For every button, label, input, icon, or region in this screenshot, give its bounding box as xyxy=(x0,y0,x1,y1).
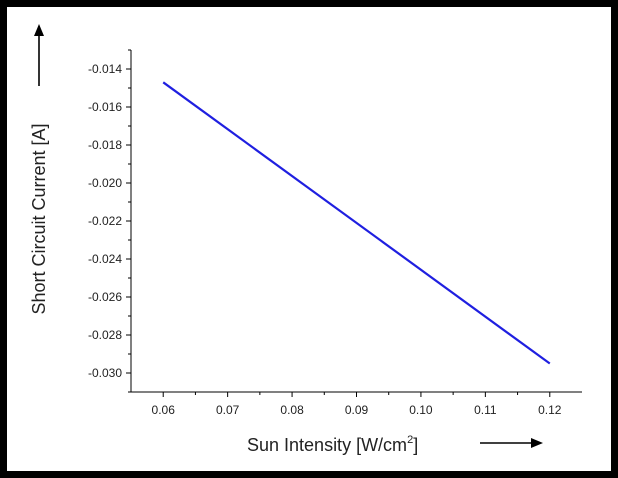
x-tick-label: 0.11 xyxy=(474,403,497,417)
x-tick-label: 0.07 xyxy=(216,403,240,417)
x-tick-label: 0.12 xyxy=(538,403,562,417)
x-axis-title-close: ] xyxy=(413,435,418,455)
x-tick-label: 0.08 xyxy=(280,403,304,417)
y-axis-arrow-head xyxy=(34,24,44,36)
x-axis-title-main: Sun Intensity [W/cm xyxy=(247,435,407,455)
y-tick-label: -0.024 xyxy=(88,252,122,266)
y-tick-label: -0.030 xyxy=(88,366,122,380)
x-tick-label: 0.10 xyxy=(409,403,433,417)
y-tick-label: -0.026 xyxy=(88,290,122,304)
y-tick-label: -0.014 xyxy=(88,62,122,76)
series-layer xyxy=(162,81,551,365)
x-axis-title-superscript: 2 xyxy=(407,434,413,446)
x-axis-ticks: 0.06 0.07 0.08 0.09 0.10 0.11 0.12 xyxy=(152,392,562,417)
y-tick-label: -0.016 xyxy=(88,100,122,114)
y-axis-ticks: -0.014 -0.016 -0.018 -0.020 -0.022 -0.024 -0.0… xyxy=(88,49,131,393)
x-axis-arrow-head xyxy=(531,438,543,448)
y-axis-title: Short Circuit Current [A] xyxy=(29,123,49,314)
y-tick-label: -0.018 xyxy=(88,138,122,152)
y-tick-label: -0.022 xyxy=(88,214,122,228)
y-tick-label: -0.020 xyxy=(88,176,122,190)
x-tick-label: 0.09 xyxy=(345,403,369,417)
series-line xyxy=(162,81,551,365)
y-tick-label: -0.028 xyxy=(88,328,122,342)
x-axis-title: Sun Intensity [W/cm2] xyxy=(247,434,418,455)
x-tick-label: 0.06 xyxy=(152,403,176,417)
